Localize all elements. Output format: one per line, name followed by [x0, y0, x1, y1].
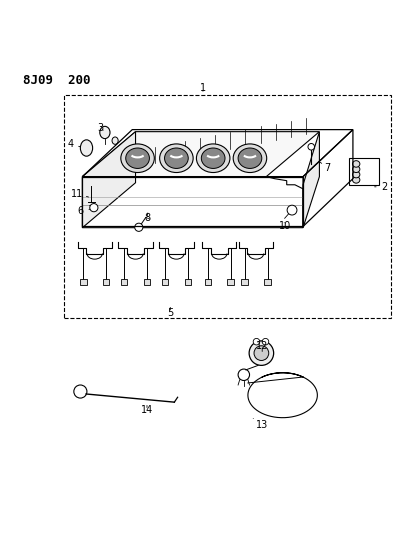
- Text: 6: 6: [77, 206, 90, 215]
- Ellipse shape: [233, 144, 266, 173]
- Circle shape: [286, 205, 296, 215]
- Text: 8: 8: [144, 213, 150, 223]
- Bar: [161, 279, 168, 285]
- Ellipse shape: [164, 148, 188, 168]
- Bar: [121, 279, 127, 285]
- Ellipse shape: [159, 144, 193, 173]
- Text: 7: 7: [319, 163, 330, 173]
- Text: 4: 4: [67, 139, 80, 149]
- Ellipse shape: [196, 144, 229, 173]
- Circle shape: [135, 223, 143, 231]
- Ellipse shape: [352, 160, 359, 167]
- Circle shape: [238, 369, 249, 381]
- Bar: [227, 279, 234, 285]
- Circle shape: [262, 338, 268, 345]
- Bar: [184, 279, 191, 285]
- Bar: [80, 279, 86, 285]
- Circle shape: [90, 204, 98, 212]
- Polygon shape: [302, 132, 319, 228]
- Text: 12: 12: [255, 341, 268, 351]
- Text: 8J09  200: 8J09 200: [23, 74, 90, 87]
- Ellipse shape: [121, 144, 154, 173]
- Bar: [348, 158, 379, 185]
- Polygon shape: [82, 176, 302, 228]
- Text: 14: 14: [141, 405, 153, 415]
- Bar: [204, 279, 211, 285]
- Bar: [144, 279, 150, 285]
- Ellipse shape: [201, 148, 225, 168]
- Ellipse shape: [126, 148, 149, 168]
- Bar: [264, 279, 270, 285]
- Ellipse shape: [99, 126, 110, 139]
- Text: 13: 13: [253, 418, 267, 430]
- Circle shape: [74, 385, 87, 398]
- Bar: [64, 95, 390, 318]
- Text: 2: 2: [374, 182, 387, 192]
- Circle shape: [254, 346, 268, 360]
- Text: 11: 11: [71, 189, 88, 199]
- Circle shape: [253, 338, 259, 345]
- Polygon shape: [82, 132, 135, 228]
- Bar: [241, 279, 247, 285]
- Text: 5: 5: [167, 308, 173, 318]
- Text: 3: 3: [97, 123, 103, 133]
- Ellipse shape: [238, 148, 261, 168]
- Ellipse shape: [80, 140, 92, 156]
- Ellipse shape: [352, 166, 359, 173]
- Ellipse shape: [352, 176, 359, 183]
- Polygon shape: [82, 132, 319, 176]
- Ellipse shape: [112, 137, 118, 144]
- Text: 10: 10: [278, 221, 290, 231]
- Ellipse shape: [352, 171, 359, 178]
- Text: 1: 1: [200, 83, 205, 93]
- Bar: [103, 279, 109, 285]
- Circle shape: [307, 143, 314, 150]
- Circle shape: [249, 341, 273, 366]
